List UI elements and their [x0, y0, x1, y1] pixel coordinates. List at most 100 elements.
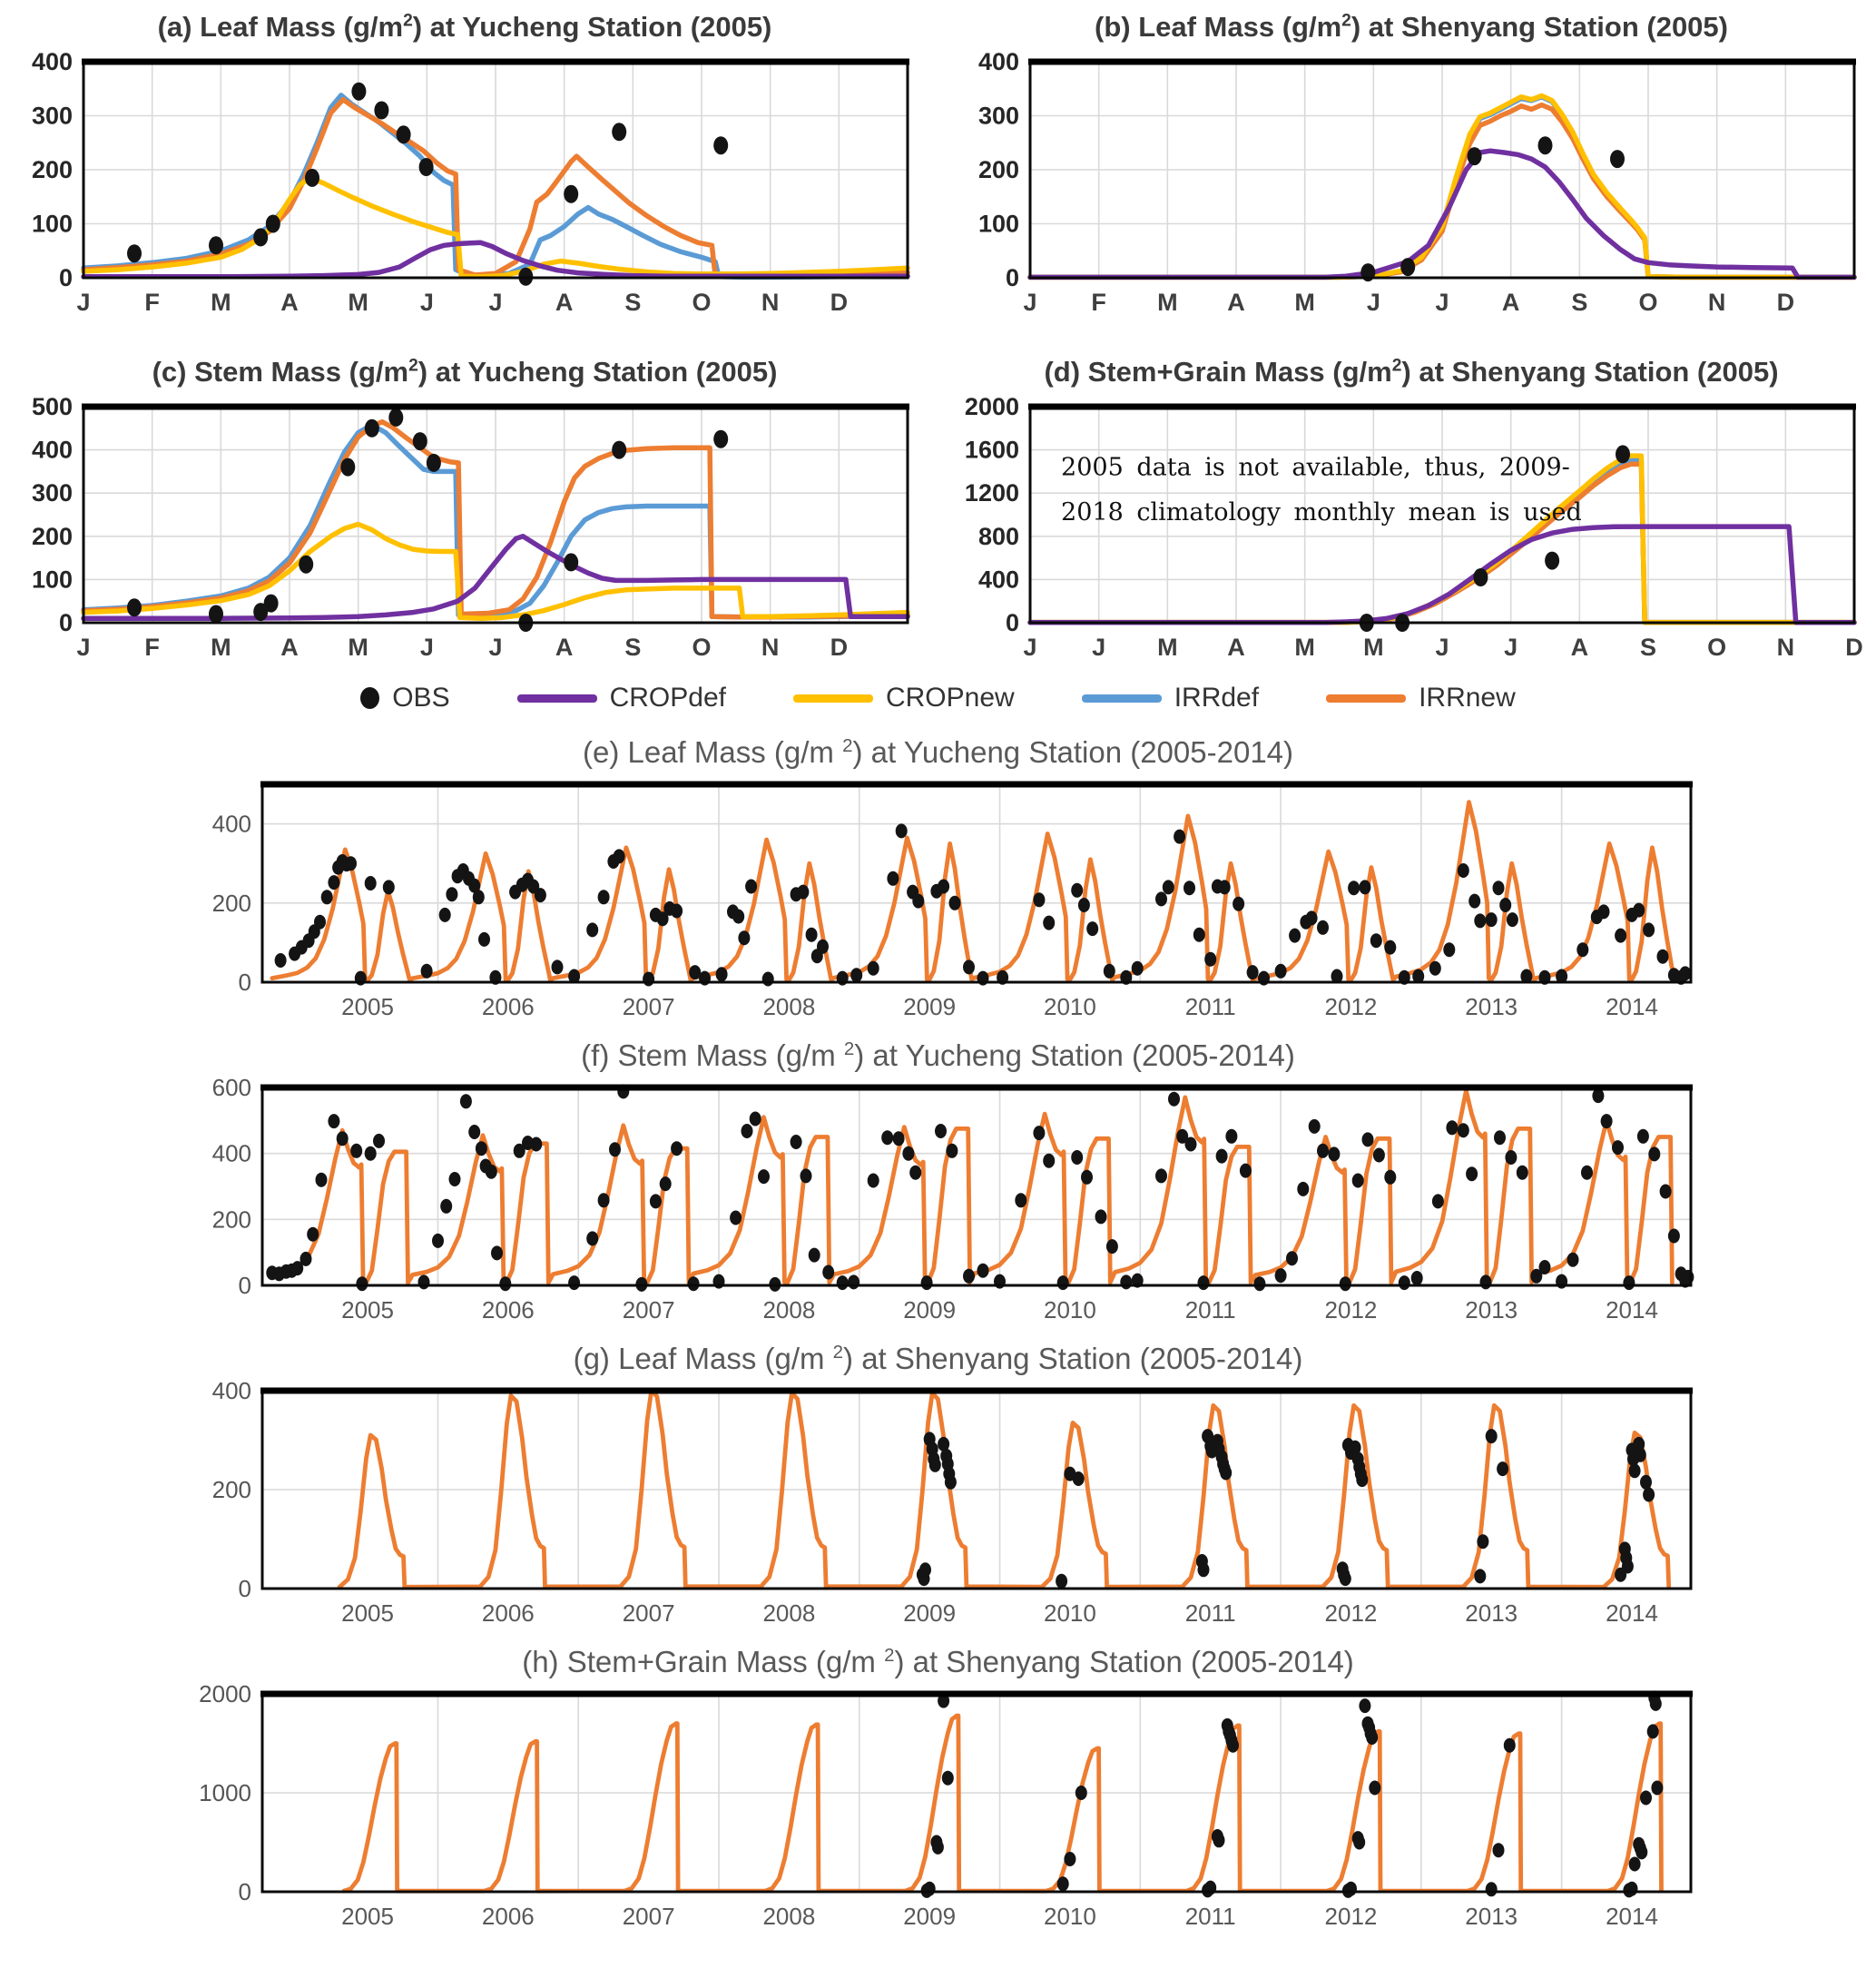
panel-d-title-text: (d) Stem+Grain Mass (g/m	[1044, 356, 1392, 388]
plot-border	[260, 1387, 1693, 1590]
panel-h-title-text2: ) at Shenyang Station (2005-2014)	[894, 1645, 1354, 1678]
obs-point	[472, 890, 485, 905]
obs-point	[374, 101, 389, 120]
obs-point	[490, 1245, 503, 1261]
x-axis-tick-label: 2008	[762, 1296, 815, 1323]
obs-point	[1218, 880, 1231, 895]
x-axis-tick-label: 2005	[341, 993, 394, 1020]
panel-f-title: (f) Stem Mass (g/m 2) at Yucheng Station…	[172, 1024, 1705, 1077]
obs-point	[1339, 1276, 1351, 1292]
obs-point	[1506, 912, 1518, 928]
y-axis-tick-label: 200	[32, 523, 73, 550]
panel-g-title-text2: ) at Shenyang Station (2005-2014)	[843, 1342, 1303, 1375]
x-axis-tick-label: 2006	[481, 1296, 534, 1323]
obs-point	[364, 1146, 377, 1161]
x-axis-tick-label: J	[488, 289, 502, 316]
obs-point	[1473, 913, 1486, 929]
panel-a-title-text: (a) Leaf Mass (g/m	[157, 11, 404, 43]
x-axis-tick-label: S	[1571, 289, 1587, 316]
obs-point	[749, 1111, 761, 1127]
x-axis-tick-label: O	[692, 289, 711, 316]
obs-point	[1567, 1252, 1578, 1267]
obs-point	[1154, 891, 1167, 907]
obs-point	[1429, 960, 1441, 976]
obs-point	[1467, 147, 1482, 166]
panel-g-wrap: (g) Leaf Mass (g/m 2) at Shenyang Statio…	[172, 1327, 1705, 1630]
panel-g-title-sup: 2	[832, 1342, 844, 1363]
axis-labels: 0 400 800 1200 1600 2000 J J M A M M J J A S O N D	[965, 394, 1863, 661]
axis-labels: 0 100 200 300 400 500 J F M A M J J A S O N D	[32, 394, 848, 661]
panel-g: (g) Leaf Mass (g/m 2) at Shenyang Statio…	[172, 1327, 1705, 1630]
y-axis-tick-label: 1600	[965, 437, 1019, 464]
obs-point	[1516, 1165, 1528, 1180]
obs-points	[265, 1084, 1694, 1292]
obs-point	[659, 1176, 672, 1192]
y-axis-tick-label: 400	[211, 1140, 250, 1167]
axis-labels: 0 200 400 2005 2006 2007 2008 2009 2010 2011 2012 2…	[211, 1380, 1657, 1627]
x-axis-tick-label: 2005	[341, 1296, 394, 1323]
y-axis-tick-label: 2000	[965, 394, 1019, 420]
y-axis-tick-label: 100	[32, 211, 73, 238]
obs-point	[790, 1135, 802, 1149]
obs-point	[1642, 1487, 1655, 1502]
y-axis-tick-label: 400	[211, 1380, 250, 1404]
obs-point	[1197, 1275, 1209, 1291]
obs-point	[364, 876, 377, 891]
x-axis-tick-label: 2005	[341, 1903, 394, 1930]
panel-a: (a) Leaf Mass (g/m2) at Yucheng Station …	[5, 0, 924, 321]
obs-point	[937, 1436, 949, 1451]
obs-points	[274, 823, 1691, 987]
legend-label: CROPnew	[885, 683, 1015, 713]
x-axis-tick-label: A	[280, 634, 299, 661]
obs-point	[1628, 1463, 1641, 1479]
legend: OBS CROPdef CROPnew IRRdef IRRnew	[0, 666, 1876, 721]
x-axis-tick-label: M	[211, 289, 231, 316]
panel-h: (h) Stem+Grain Mass (g/m 2) at Shenyang …	[172, 1630, 1705, 1934]
y-axis-tick-label: 400	[211, 811, 250, 838]
obs-point	[670, 903, 683, 919]
obs-point	[867, 960, 879, 976]
obs-point	[649, 1194, 662, 1209]
obs-point	[349, 1143, 362, 1158]
obs-point	[1503, 1737, 1516, 1753]
obs-point	[741, 1124, 752, 1138]
x-axis-tick-label: O	[1638, 289, 1657, 316]
obs-point	[800, 1168, 811, 1184]
obs-point	[1347, 881, 1360, 896]
obs-point	[597, 890, 610, 905]
cropdef-swatch-line-icon	[516, 694, 597, 703]
x-axis-tick-label: J	[420, 289, 434, 316]
irrnew-swatch-line-icon	[1326, 694, 1407, 703]
obs-point	[937, 1693, 949, 1708]
obs-point	[945, 1143, 958, 1158]
obs-point	[1383, 940, 1396, 955]
y-axis-tick-label: 0	[1006, 264, 1019, 291]
panel-a-title: (a) Leaf Mass (g/m2) at Yucheng Station …	[5, 0, 924, 49]
obs-point	[1316, 1143, 1329, 1158]
obs-point	[1639, 1474, 1652, 1490]
obs-point	[364, 418, 379, 438]
obs-point	[1105, 1239, 1118, 1255]
obs-point	[713, 136, 729, 155]
obs-point	[1445, 1120, 1458, 1136]
obs-point	[1632, 1436, 1645, 1451]
obs-point	[1635, 1845, 1647, 1860]
panel-f-chart: 0 200 400 600 2005 2006 2007 2008 2009 2010 2011 20…	[211, 1077, 1694, 1323]
obs-point	[1621, 1559, 1634, 1574]
x-axis-tick-label: J	[1367, 289, 1380, 316]
obs-point	[1410, 1271, 1423, 1285]
obs-point	[265, 214, 280, 233]
obs-point	[396, 125, 411, 144]
obs-point	[1383, 1169, 1396, 1185]
panel-e-chart: 0 200 400 2005 2006 2007 2008 2009 2010 2011 2012 2…	[211, 781, 1693, 1020]
obs-point	[445, 887, 457, 902]
axis-labels: 0 100 200 300 400 J F M A M J J A S O N D	[978, 49, 1794, 316]
obs-point	[1288, 928, 1301, 943]
panel-g-title: (g) Leaf Mass (g/m 2) at Shenyang Statio…	[172, 1327, 1705, 1380]
obs-point	[439, 1198, 452, 1214]
x-axis-tick-label: A	[280, 289, 299, 316]
x-axis-tick-label: 2014	[1606, 993, 1658, 1020]
obs-point	[485, 1164, 497, 1179]
x-axis-tick-label: 2009	[903, 1296, 956, 1323]
obs-point	[1296, 1181, 1309, 1196]
